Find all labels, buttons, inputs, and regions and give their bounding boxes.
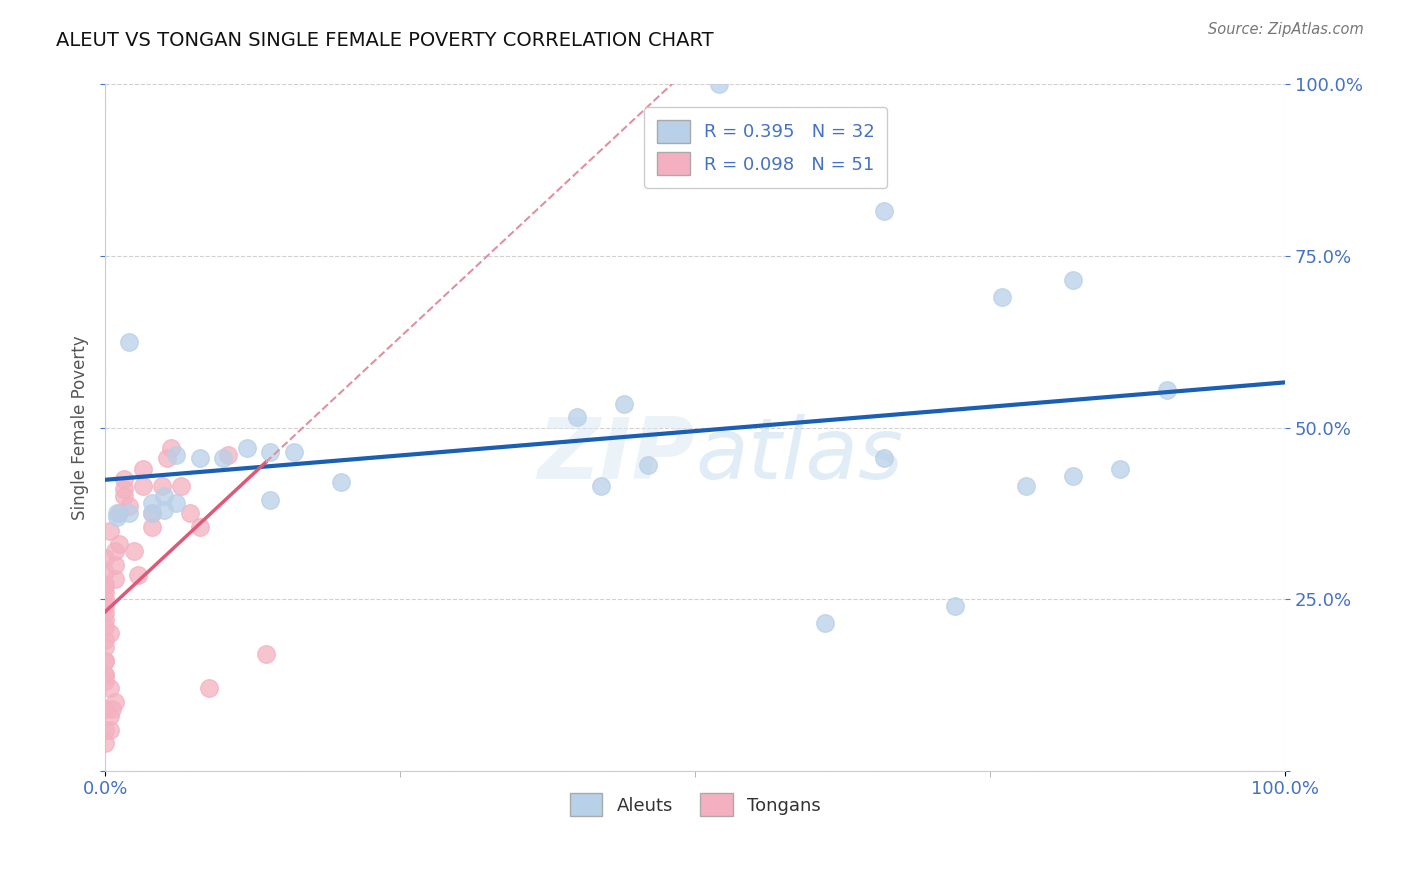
Point (589, 479, 612, 493)
Point (254, 647, 277, 661)
Point (98, 708, 121, 723)
Point (198, 681, 221, 696)
Point (127, 568, 149, 582)
Point (104, 544, 127, 558)
Point (94, 702, 117, 716)
Point (94, 578, 117, 592)
Point (104, 558, 127, 572)
Point (105, 507, 128, 521)
Text: ALEUT VS TONGAN SINGLE FEMALE POVERTY CORRELATION CHART: ALEUT VS TONGAN SINGLE FEMALE POVERTY CO… (56, 31, 714, 50)
Point (259, 492, 281, 507)
Point (98, 626, 121, 640)
Point (94, 613, 117, 627)
Point (1109, 461, 1132, 475)
Point (283, 444, 305, 458)
Point (141, 520, 163, 534)
Point (94, 633, 117, 648)
Point (94, 585, 117, 599)
Point (108, 537, 131, 551)
Point (101, 702, 124, 716)
Point (108, 507, 131, 521)
Point (707, 78, 730, 92)
Point (259, 444, 281, 458)
Point (94, 578, 117, 592)
Point (141, 496, 163, 510)
Point (188, 451, 211, 466)
Point (98, 681, 121, 696)
Point (1062, 273, 1084, 287)
Point (112, 472, 135, 486)
Point (132, 479, 155, 493)
Point (170, 479, 193, 493)
Point (94, 592, 117, 607)
Point (104, 572, 127, 586)
Point (94, 723, 117, 737)
Point (98, 723, 121, 737)
Point (155, 451, 177, 466)
Point (160, 441, 183, 455)
Point (330, 475, 353, 490)
Point (94, 606, 117, 620)
Point (141, 507, 163, 521)
Point (112, 489, 135, 503)
Point (141, 507, 163, 521)
Point (94, 599, 117, 613)
Point (98, 524, 121, 538)
Point (943, 599, 966, 613)
Point (94, 667, 117, 681)
Point (118, 334, 141, 349)
Point (94, 736, 117, 750)
Point (153, 503, 176, 517)
Point (94, 619, 117, 633)
Point (212, 451, 235, 466)
Point (150, 479, 173, 493)
Point (153, 489, 176, 503)
Point (94, 551, 117, 566)
Point (613, 396, 636, 410)
Point (1062, 468, 1084, 483)
Point (105, 509, 128, 524)
Point (1014, 479, 1036, 493)
Point (94, 667, 117, 681)
Point (236, 441, 259, 455)
Point (814, 616, 837, 631)
Point (991, 290, 1014, 304)
Point (179, 507, 201, 521)
Point (165, 496, 187, 510)
Point (567, 410, 589, 425)
Point (873, 204, 896, 219)
Point (873, 451, 896, 466)
Text: ZIP: ZIP (537, 414, 695, 497)
Point (94, 654, 117, 668)
Point (165, 448, 187, 462)
Legend: Aleuts, Tongans: Aleuts, Tongans (562, 786, 828, 823)
Point (94, 565, 117, 579)
Point (637, 458, 659, 473)
Point (1156, 383, 1178, 397)
Y-axis label: Single Female Poverty: Single Female Poverty (72, 335, 89, 520)
Point (112, 483, 135, 497)
Point (122, 544, 145, 558)
Text: atlas: atlas (695, 414, 903, 497)
Point (132, 461, 155, 475)
Point (118, 507, 141, 521)
Point (104, 695, 127, 709)
Point (94, 674, 117, 689)
Point (188, 520, 211, 534)
Point (94, 640, 117, 655)
Text: Source: ZipAtlas.com: Source: ZipAtlas.com (1208, 22, 1364, 37)
Point (217, 448, 239, 462)
Point (94, 654, 117, 668)
Point (118, 500, 141, 514)
